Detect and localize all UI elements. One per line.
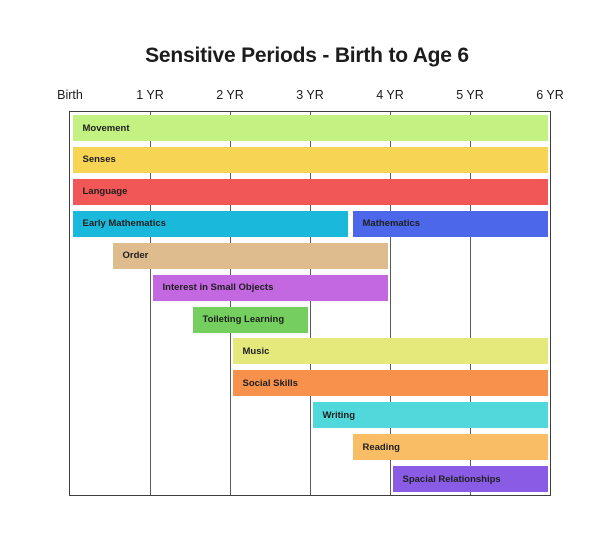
bar-writing: Writing [312,402,548,429]
x-axis-tick-label: 1 YR [136,88,164,102]
year-gridline [149,112,151,495]
plot-area: Movement Senses Language Early Mathematics M… [69,111,551,496]
bar-toileting-learning: Toileting Learning [192,306,308,333]
x-axis-tick-label: 5 YR [456,88,484,102]
bar-label: Writing [322,409,356,421]
year-gridline [469,112,471,495]
bar-label: Interest in Small Objects [162,282,274,294]
bar-label: Spacial Relationships [402,473,501,485]
bar-label: Reading [362,441,400,453]
bar-order: Order [112,242,388,269]
bar-movement: Movement [72,115,548,141]
bar-label: Language [82,186,128,198]
bar-early-mathematics: Early Mathematics [72,210,348,237]
bar-label: Order [122,250,149,262]
x-axis-tick-label: 4 YR [376,88,404,102]
bar-label: Senses [82,154,116,166]
bar-reading: Reading [352,434,548,461]
year-gridline [389,112,391,495]
bar-label: Movement [82,122,130,134]
x-axis-tick-label: 6 YR [536,88,564,102]
bar-label: Social Skills [242,377,298,389]
bar-language: Language [72,178,548,205]
bar-spacial-relationships: Spacial Relationships [392,466,548,493]
bar-social-skills: Social Skills [232,370,548,397]
chart-title: Sensitive Periods - Birth to Age 6 [145,44,469,67]
bar-interest-in-small-objects: Interest in Small Objects [152,274,388,301]
year-gridline [309,112,311,495]
year-gridline [229,112,231,495]
bar-label: Mathematics [362,218,421,230]
bar-music: Music [232,338,548,365]
bar-senses: Senses [72,146,548,173]
bar-label: Early Mathematics [82,218,166,230]
bar-label: Toileting Learning [202,314,285,325]
bar-label: Music [242,345,270,357]
bar-mathematics: Mathematics [352,210,548,237]
x-axis-tick-label: 2 YR [216,88,244,102]
x-axis-tick-label: 3 YR [296,88,324,102]
x-axis-tick-label: Birth [57,88,83,102]
